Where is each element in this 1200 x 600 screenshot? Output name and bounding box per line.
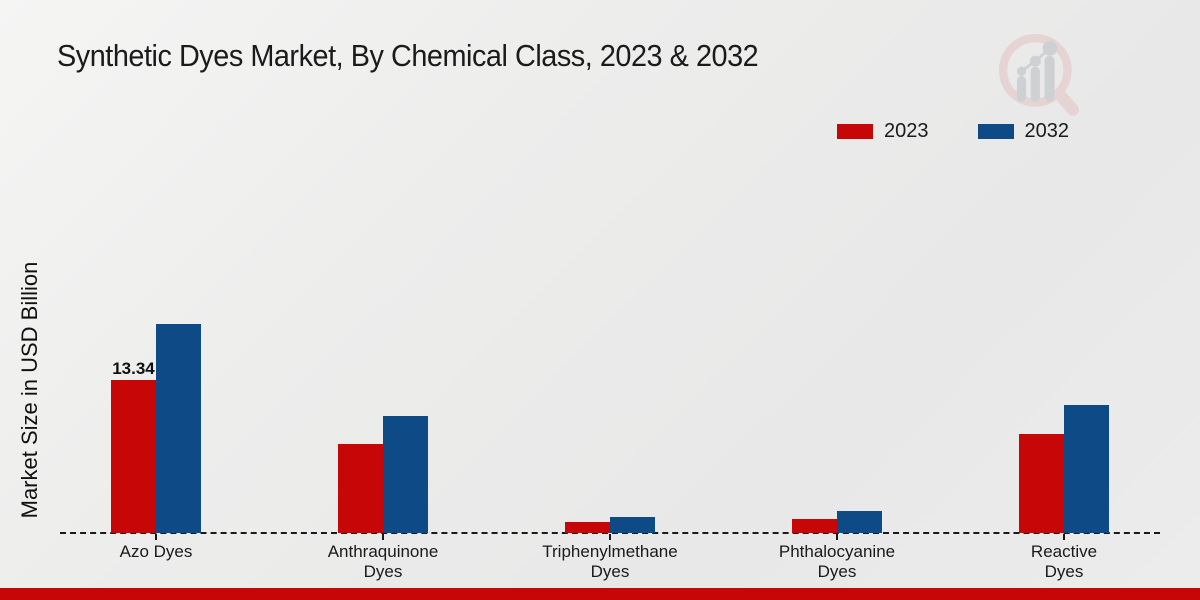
x-axis-label-anthraquinone-dyes: Anthraquinone Dyes (327, 542, 439, 581)
x-axis-tick-triphenylmethane-dyes (609, 534, 611, 540)
legend-swatch-2023 (837, 124, 873, 139)
bar-2032-azo-dyes (156, 324, 201, 533)
legend-swatch-2032 (977, 124, 1014, 139)
bar-2023-triphenylmethane-dyes (565, 522, 610, 533)
x-axis-tick-anthraquinone-dyes (382, 534, 384, 540)
legend-item-2023: 2023 (837, 120, 929, 143)
bar-2032-phthalocyanine-dyes (837, 511, 882, 533)
legend-label-2032: 2032 (1024, 120, 1070, 142)
x-axis-label-triphenylmethane-dyes: Triphenylmethane Dyes (542, 542, 678, 581)
x-axis-baseline (60, 532, 1160, 534)
bar-2023-phthalocyanine-dyes (792, 519, 837, 533)
legend: 2023 2032 (837, 120, 1069, 143)
bar-2023-azo-dyes (111, 380, 156, 533)
bar-2023-reactive-dyes (1019, 434, 1064, 533)
legend-label-2023: 2023 (884, 120, 929, 142)
x-axis-label-azo-dyes: Azo Dyes (119, 542, 193, 561)
legend-item-2032: 2032 (977, 120, 1070, 143)
x-axis-tick-reactive-dyes (1063, 534, 1065, 540)
bar-2032-triphenylmethane-dyes (610, 517, 655, 533)
footer-accent-bar (0, 588, 1200, 600)
x-axis-tick-azo-dyes (155, 534, 157, 540)
x-axis-label-phthalocyanine-dyes: Phthalocyanine Dyes (778, 542, 896, 581)
bar-2023-anthraquinone-dyes (338, 444, 383, 533)
bar-2032-anthraquinone-dyes (383, 416, 428, 533)
magnifier-growth-chart-logo-icon (998, 33, 1080, 116)
bar-2032-reactive-dyes (1064, 405, 1109, 533)
x-axis-tick-phthalocyanine-dyes (836, 534, 838, 540)
chart-title: Synthetic Dyes Market, By Chemical Class… (57, 38, 759, 73)
bar-value-label-2023-azo-dyes: 13.34 (112, 359, 155, 378)
x-axis-label-reactive-dyes: Reactive Dyes (1030, 542, 1098, 581)
